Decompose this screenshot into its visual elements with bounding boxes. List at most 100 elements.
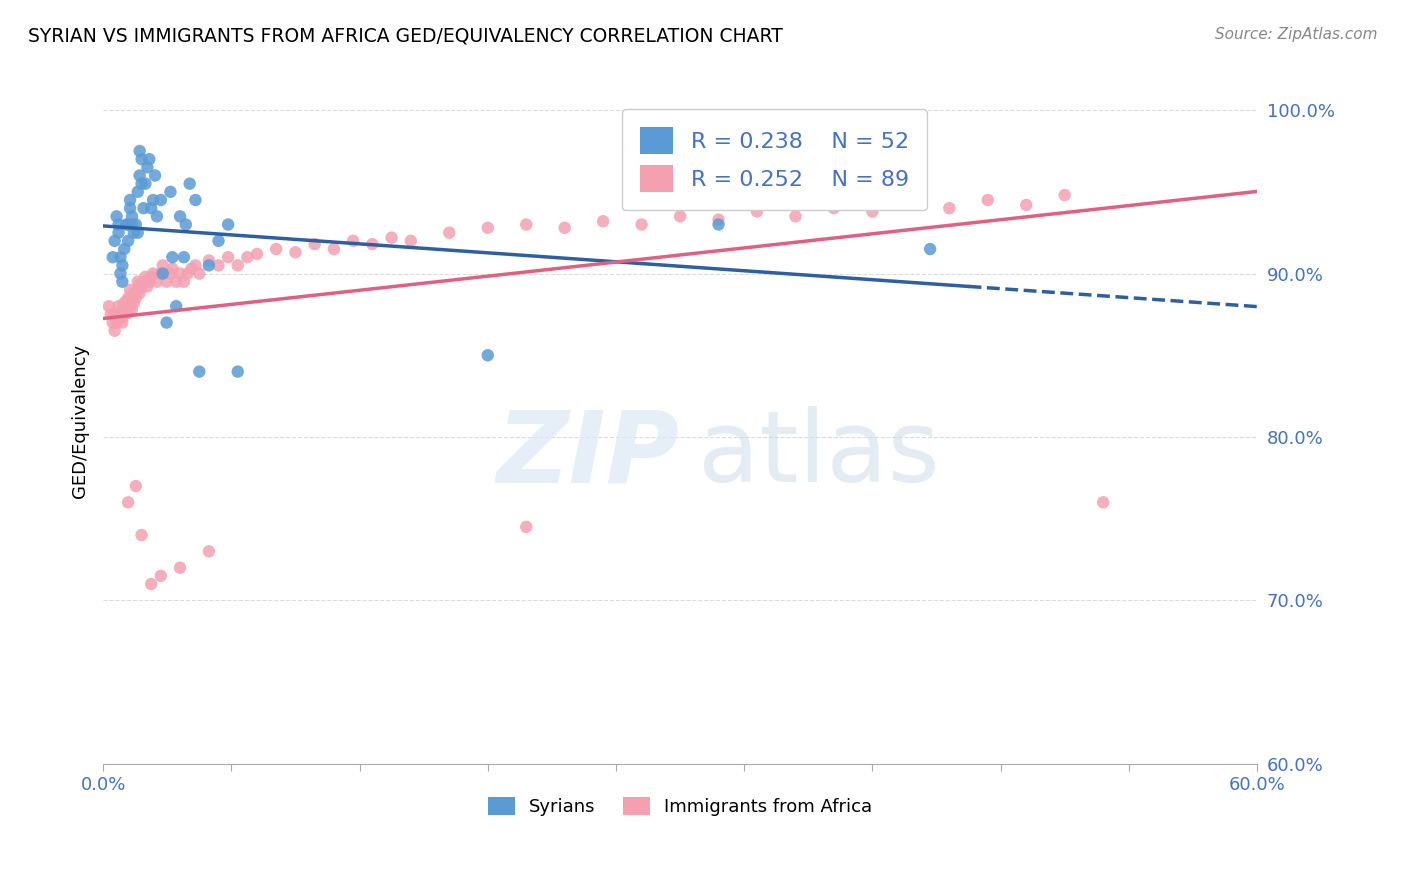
Point — [1053, 188, 1076, 202]
Point — [1015, 198, 1038, 212]
Point — [128, 277, 150, 292]
Point — [217, 250, 239, 264]
Point — [121, 210, 143, 224]
Point — [134, 269, 156, 284]
Point — [141, 577, 163, 591]
Point — [134, 177, 156, 191]
Point — [155, 316, 177, 330]
Point — [110, 250, 132, 264]
Point — [122, 226, 145, 240]
Point — [131, 152, 153, 166]
Point — [118, 299, 141, 313]
Point — [745, 204, 768, 219]
Point — [381, 230, 404, 244]
Point — [246, 247, 269, 261]
Point — [143, 169, 166, 183]
Point — [152, 267, 174, 281]
Point — [142, 267, 165, 281]
Point — [107, 218, 129, 232]
Point — [707, 212, 730, 227]
Text: ZIP: ZIP — [496, 407, 679, 503]
Point — [669, 210, 692, 224]
Point — [127, 185, 149, 199]
Point — [117, 291, 139, 305]
Point — [554, 220, 576, 235]
Point — [149, 193, 172, 207]
Point — [207, 234, 229, 248]
Point — [177, 267, 200, 281]
Point — [122, 296, 145, 310]
Point — [184, 193, 207, 207]
Point — [785, 210, 807, 224]
Point — [707, 218, 730, 232]
Text: atlas: atlas — [697, 407, 939, 503]
Point — [127, 275, 149, 289]
Point — [117, 495, 139, 509]
Point — [111, 302, 134, 317]
Point — [136, 161, 159, 175]
Point — [920, 242, 942, 256]
Point — [155, 275, 177, 289]
Point — [104, 307, 127, 321]
Point — [152, 259, 174, 273]
Point — [104, 324, 127, 338]
Point — [118, 283, 141, 297]
Point — [264, 242, 287, 256]
Point — [121, 218, 143, 232]
Point — [198, 259, 221, 273]
Point — [515, 520, 537, 534]
Point — [112, 242, 135, 256]
Point — [515, 218, 537, 232]
Point — [128, 169, 150, 183]
Point — [101, 250, 124, 264]
Point — [977, 193, 1000, 207]
Point — [284, 245, 307, 260]
Legend: Syrians, Immigrants from Africa: Syrians, Immigrants from Africa — [481, 789, 880, 823]
Point — [127, 226, 149, 240]
Point — [117, 306, 139, 320]
Point — [146, 210, 169, 224]
Point — [107, 299, 129, 313]
Point — [179, 177, 201, 191]
Point — [226, 259, 249, 273]
Point — [630, 218, 652, 232]
Point — [198, 544, 221, 558]
Point — [146, 275, 169, 289]
Point — [900, 198, 922, 212]
Point — [141, 269, 163, 284]
Point — [105, 307, 128, 321]
Point — [236, 250, 259, 264]
Point — [361, 237, 384, 252]
Point — [136, 279, 159, 293]
Point — [110, 312, 132, 326]
Point — [117, 218, 139, 232]
Point — [127, 283, 149, 297]
Point — [112, 296, 135, 310]
Point — [938, 201, 960, 215]
Point — [399, 234, 422, 248]
Text: Source: ZipAtlas.com: Source: ZipAtlas.com — [1215, 27, 1378, 42]
Point — [110, 267, 132, 281]
Point — [342, 234, 364, 248]
Point — [111, 259, 134, 273]
Point — [128, 286, 150, 301]
Point — [304, 237, 326, 252]
Point — [117, 234, 139, 248]
Point — [104, 234, 127, 248]
Point — [122, 286, 145, 301]
Y-axis label: GED/Equivalency: GED/Equivalency — [72, 343, 89, 498]
Point — [149, 267, 172, 281]
Point — [105, 210, 128, 224]
Point — [184, 259, 207, 273]
Point — [131, 177, 153, 191]
Point — [115, 218, 138, 232]
Point — [101, 316, 124, 330]
Point — [823, 201, 845, 215]
Point — [477, 348, 499, 362]
Point — [174, 218, 197, 232]
Point — [860, 204, 883, 219]
Point — [115, 302, 138, 317]
Point — [115, 294, 138, 309]
Text: SYRIAN VS IMMIGRANTS FROM AFRICA GED/EQUIVALENCY CORRELATION CHART: SYRIAN VS IMMIGRANTS FROM AFRICA GED/EQU… — [28, 27, 783, 45]
Point — [111, 275, 134, 289]
